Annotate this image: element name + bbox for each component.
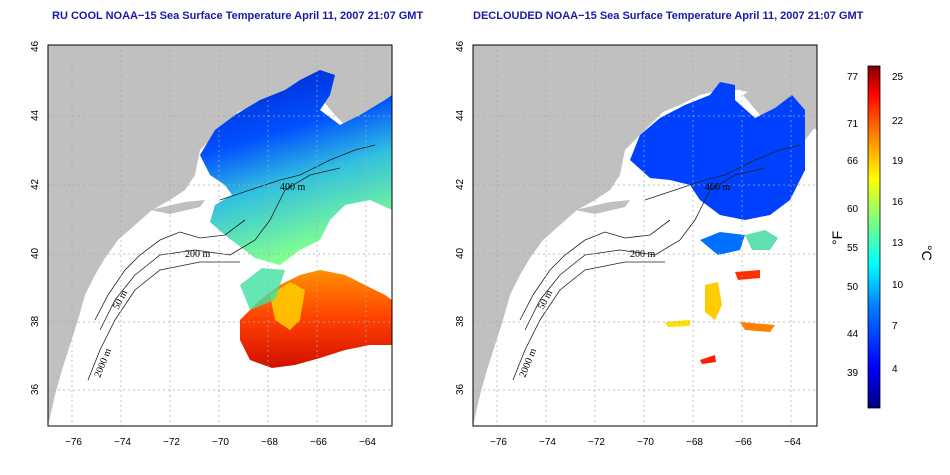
y-tick: 44 bbox=[455, 109, 466, 121]
colorbar-f-tick: 44 bbox=[847, 329, 859, 340]
y-tick: 42 bbox=[455, 178, 466, 190]
contour-400m bbox=[644, 144, 801, 201]
colorbar-c-tick: 10 bbox=[892, 280, 904, 291]
contour-label-200m: 200 m bbox=[630, 249, 656, 260]
y-tick: 38 bbox=[30, 315, 41, 327]
contour-50m bbox=[94, 219, 246, 321]
sst-blue-strip bbox=[700, 232, 745, 255]
right-panel-title: DECLOUDED NOAA−15 Sea Surface Temperatur… bbox=[473, 10, 864, 22]
x-tick: −72 bbox=[163, 437, 180, 448]
x-tick: −64 bbox=[784, 437, 801, 448]
contour-2000m bbox=[87, 261, 240, 381]
land-mass bbox=[473, 45, 817, 426]
sst-green-region bbox=[240, 268, 285, 310]
y-tick: 38 bbox=[455, 315, 466, 327]
colorbar-c-tick: 4 bbox=[892, 364, 898, 375]
colorbar-c-tick: 22 bbox=[892, 116, 904, 127]
y-tick: 40 bbox=[30, 247, 41, 259]
x-tick: −74 bbox=[539, 437, 556, 448]
colorbar-f-tick: 39 bbox=[847, 368, 859, 379]
x-tick: −76 bbox=[490, 437, 507, 448]
x-tick: −76 bbox=[65, 437, 82, 448]
long-island bbox=[575, 200, 630, 214]
right-map bbox=[473, 45, 817, 426]
sst-cold-region bbox=[630, 82, 805, 220]
contour-400m bbox=[219, 144, 376, 201]
colorbar-gradient bbox=[867, 65, 881, 409]
colorbar-f-tick: 77 bbox=[847, 72, 859, 83]
y-tick: 46 bbox=[30, 40, 41, 52]
contour-label-400m: 400 m bbox=[280, 182, 306, 193]
x-tick: −70 bbox=[212, 437, 229, 448]
colorbar-c-tick: 16 bbox=[892, 197, 904, 208]
x-tick: −68 bbox=[261, 437, 278, 448]
colorbar-f-tick: 60 bbox=[847, 204, 859, 215]
y-tick: 40 bbox=[455, 247, 466, 259]
left-map bbox=[48, 45, 392, 426]
colorbar-c-tick: 25 bbox=[892, 72, 904, 83]
colorbar-c-tick: 13 bbox=[892, 238, 904, 249]
x-tick: −64 bbox=[359, 437, 376, 448]
sst-orange-patch bbox=[740, 322, 775, 332]
y-tick: 46 bbox=[455, 40, 466, 52]
colorbar-f-tick: 50 bbox=[847, 282, 859, 293]
colorbar-c-tick: 7 bbox=[892, 321, 898, 332]
left-y-axis: 46 44 42 40 38 36 bbox=[30, 40, 41, 395]
x-tick: −66 bbox=[735, 437, 752, 448]
colorbar-c-tick: 19 bbox=[892, 156, 904, 167]
sst-red-dots bbox=[700, 355, 716, 364]
left-x-axis: −76 −74 −72 −70 −68 −66 −64 bbox=[65, 437, 376, 448]
graticule bbox=[473, 45, 817, 426]
land-mass bbox=[48, 45, 392, 426]
contour-50m bbox=[519, 219, 671, 321]
sst-yellow-patch bbox=[705, 282, 722, 320]
long-island bbox=[150, 200, 205, 214]
x-tick: −74 bbox=[114, 437, 131, 448]
sst-red-patch bbox=[735, 270, 760, 280]
x-tick: −68 bbox=[686, 437, 703, 448]
right-map-frame bbox=[472, 44, 818, 427]
x-tick: −70 bbox=[637, 437, 654, 448]
left-map-frame bbox=[47, 44, 393, 427]
colorbar-f-tick: 55 bbox=[847, 243, 859, 254]
right-y-axis: 46 44 42 40 38 36 bbox=[455, 40, 466, 395]
y-tick: 44 bbox=[30, 109, 41, 121]
y-tick: 36 bbox=[30, 383, 41, 395]
sst-yellow-region bbox=[270, 282, 305, 330]
contour-2000m bbox=[512, 261, 665, 381]
sst-cold-region bbox=[200, 70, 392, 265]
left-panel-title: RU COOL NOAA−15 Sea Surface Temperature … bbox=[52, 10, 424, 22]
contour-label-400m: 400 m bbox=[705, 182, 731, 193]
colorbar-celsius-label: °C bbox=[919, 245, 935, 261]
right-x-axis: −76 −74 −72 −70 −68 −66 −64 bbox=[490, 437, 801, 448]
sst-green-patch bbox=[745, 230, 778, 250]
colorbar: 77 71 66 60 55 50 44 39 25 22 19 16 13 1… bbox=[829, 65, 935, 409]
colorbar-f-tick: 71 bbox=[847, 119, 859, 130]
colorbar-f-tick: 66 bbox=[847, 156, 859, 167]
x-tick: −72 bbox=[588, 437, 605, 448]
x-tick: −66 bbox=[310, 437, 327, 448]
contour-label-200m: 200 m bbox=[185, 249, 211, 260]
graticule bbox=[48, 45, 392, 426]
colorbar-fahrenheit-label: °F bbox=[829, 231, 845, 245]
y-tick: 36 bbox=[455, 383, 466, 395]
y-tick: 42 bbox=[30, 178, 41, 190]
